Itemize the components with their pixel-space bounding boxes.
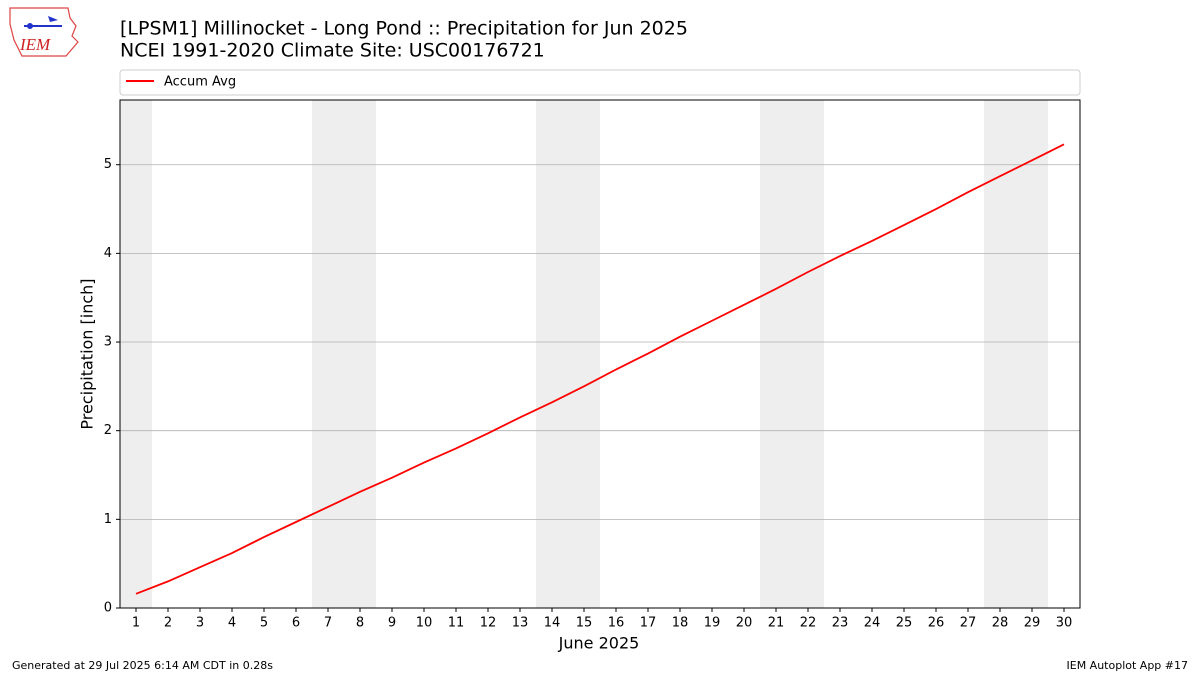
- x-tick-label: 7: [324, 616, 332, 631]
- x-tick-label: 28: [992, 616, 1009, 631]
- x-tick-label: 5: [260, 616, 268, 631]
- x-tick-label: 26: [928, 616, 945, 631]
- x-tick-label: 18: [672, 616, 689, 631]
- logo-icon: [27, 23, 33, 29]
- weekend-band: [1016, 100, 1048, 608]
- x-tick-label: 21: [768, 616, 785, 631]
- weekend-band: [568, 100, 600, 608]
- logo: IEM: [9, 7, 79, 57]
- chart-title: [LPSM1] Millinocket - Long Pond :: Preci…: [120, 18, 688, 40]
- x-tick-label: 24: [864, 616, 881, 631]
- x-tick-label: 13: [512, 616, 529, 631]
- x-tick-label: 16: [608, 616, 625, 631]
- x-tick-label: 3: [196, 616, 204, 631]
- logo-outline: [9, 7, 79, 57]
- x-tick-label: 8: [356, 616, 364, 631]
- legend-label: Accum Avg: [164, 75, 236, 90]
- x-tick-label: 27: [960, 616, 977, 631]
- footer-left: Generated at 29 Jul 2025 6:14 AM CDT in …: [12, 659, 273, 672]
- weekend-band: [760, 100, 792, 608]
- plot-frame: [119, 99, 1081, 609]
- weekend-band: [344, 100, 376, 608]
- y-tick-label: 1: [104, 512, 112, 527]
- x-tick-label: 20: [736, 616, 753, 631]
- logo-text: IEM: [19, 35, 51, 54]
- x-tick-label: 30: [1056, 616, 1073, 631]
- y-tick-label: 2: [104, 423, 112, 438]
- chart-subtitle: NCEI 1991-2020 Climate Site: USC00176721: [120, 40, 545, 62]
- x-tick-label: 1: [132, 616, 140, 631]
- weekend-band: [792, 100, 824, 608]
- series-line: [135, 143, 1065, 595]
- legend-box: [119, 69, 1081, 96]
- x-tick-label: 2: [164, 616, 172, 631]
- x-tick-label: 25: [896, 616, 913, 631]
- y-tick-label: 0: [104, 601, 112, 616]
- x-tick-label: 4: [228, 616, 236, 631]
- y-axis-label: Precipitation [inch]: [78, 278, 97, 429]
- x-tick-label: 10: [416, 616, 433, 631]
- x-tick-label: 23: [832, 616, 849, 631]
- logo-icon: [48, 16, 58, 22]
- weekend-band: [120, 100, 152, 608]
- y-tick-label: 4: [104, 246, 112, 261]
- y-tick-label: 5: [104, 157, 112, 172]
- x-tick-label: 11: [448, 616, 465, 631]
- x-tick-label: 17: [640, 616, 657, 631]
- x-tick-label: 14: [544, 616, 561, 631]
- y-tick-label: 3: [104, 335, 112, 350]
- weekend-band: [536, 100, 568, 608]
- x-tick-label: 6: [292, 616, 300, 631]
- weekend-band: [312, 100, 344, 608]
- x-tick-label: 29: [1024, 616, 1041, 631]
- footer-right: IEM Autoplot App #17: [1067, 659, 1189, 672]
- x-tick-label: 12: [480, 616, 497, 631]
- weekend-band: [984, 100, 1016, 608]
- x-tick-label: 22: [800, 616, 817, 631]
- x-tick-label: 19: [704, 616, 721, 631]
- x-axis-label: June 2025: [558, 634, 640, 653]
- x-tick-label: 9: [388, 616, 396, 631]
- x-tick-label: 15: [576, 616, 593, 631]
